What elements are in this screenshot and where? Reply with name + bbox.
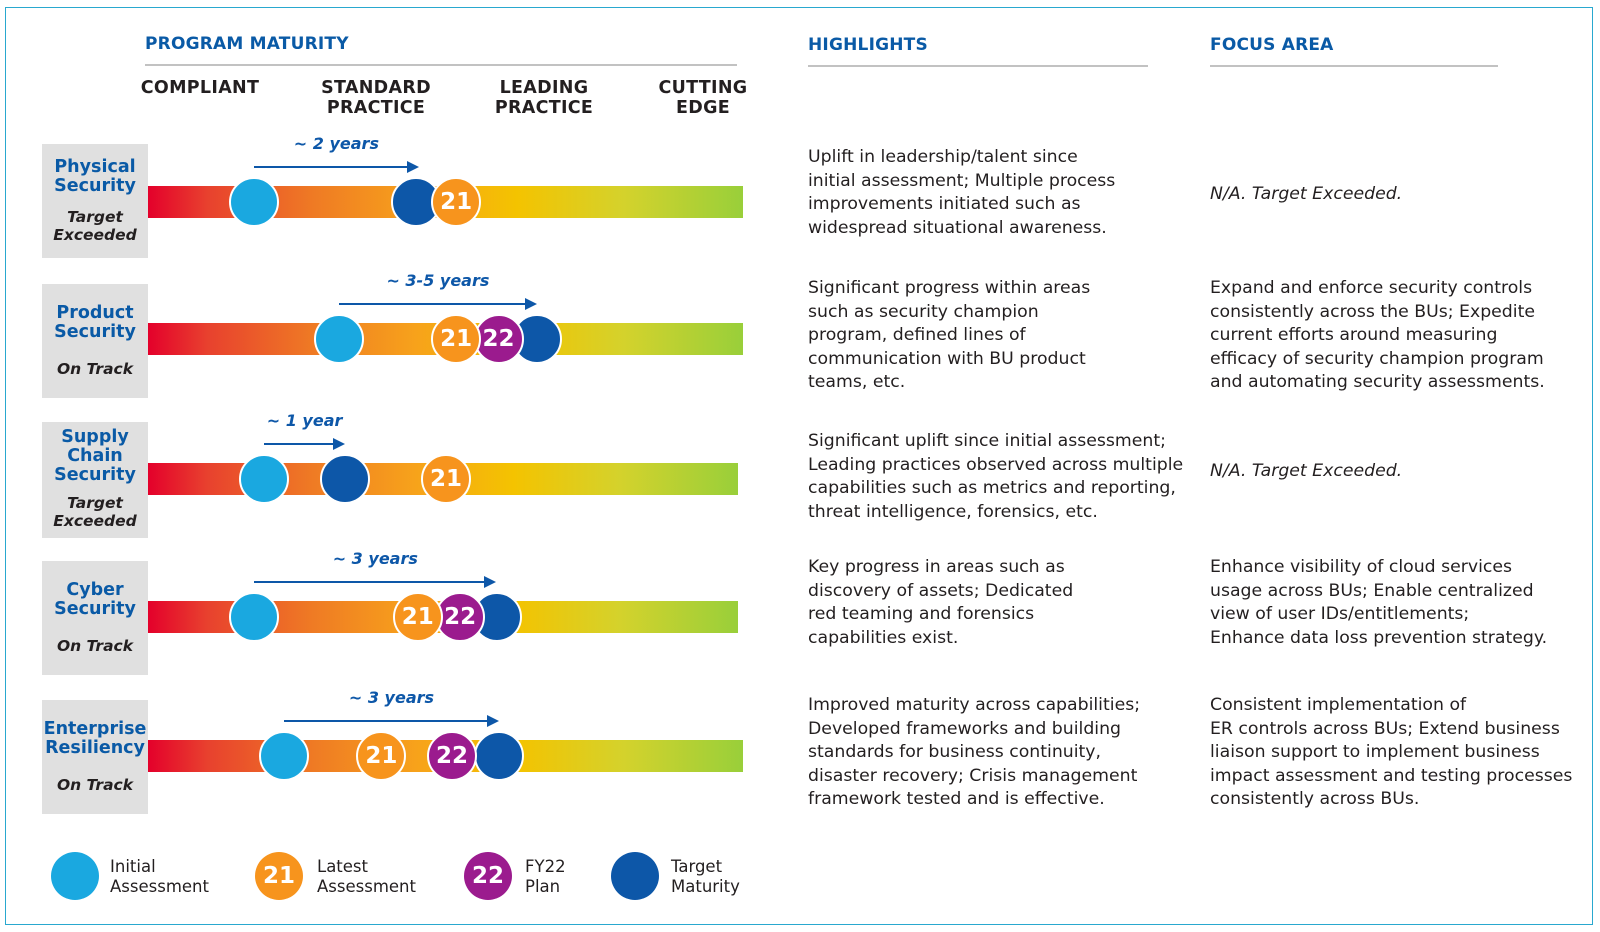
legend-initial-marker: [51, 852, 99, 900]
program-status: Target Exceeded: [53, 208, 137, 244]
program-label: Supply Chain Security Target Exceeded: [42, 422, 148, 538]
timeline-label: ~ 2 years: [293, 134, 379, 153]
arrow-head-icon: [486, 715, 499, 727]
program-name: Product Security: [54, 303, 136, 342]
legend-plan-label: FY22 Plan: [525, 857, 566, 896]
program-label: Physical Security Target Exceeded: [42, 144, 148, 258]
program-status: On Track: [56, 360, 134, 378]
program-label: Product Security On Track: [42, 284, 148, 398]
program-name: Cyber Security: [54, 580, 136, 619]
focus-area-rule: [1210, 65, 1498, 67]
level-standard-practice: STANDARD PRACTICE: [321, 78, 431, 118]
highlights-text: Significant uplift since initial assessm…: [808, 431, 1184, 522]
program-status: On Track: [56, 776, 134, 794]
arrow-head-icon: [406, 161, 419, 173]
legend-latest-label: Latest Assessment: [317, 857, 416, 896]
timeline-arrow: [284, 714, 499, 728]
fy22-plan-marker: 22: [427, 731, 478, 781]
initial-assessment-marker: [229, 177, 280, 227]
legend-initial-label: Initial Assessment: [110, 857, 209, 896]
initial-assessment-marker: [239, 454, 290, 504]
arrow-head-icon: [524, 298, 537, 310]
latest-assessment-marker: 21: [431, 177, 482, 227]
focus-area-header: FOCUS AREA: [1210, 35, 1334, 55]
arrow-head-icon: [484, 576, 497, 588]
highlights-text: Significant progress within areas such as…: [808, 278, 1091, 392]
focus-area-text: N/A. Target Exceeded.: [1210, 184, 1403, 204]
focus-area-text: Expand and enforce security controls cons…: [1210, 278, 1545, 392]
highlights-text: Key progress in areas such as discovery o…: [808, 557, 1074, 648]
initial-assessment-marker: [259, 731, 310, 781]
program-name: Supply Chain Security: [54, 427, 136, 485]
target-maturity-marker: [473, 731, 524, 781]
program-label: Cyber Security On Track: [42, 561, 148, 675]
latest-assessment-marker: 21: [392, 592, 443, 642]
focus-area-text: Enhance visibility of cloud services usag…: [1210, 557, 1548, 648]
program-name: Enterprise Resiliency: [43, 719, 147, 758]
initial-assessment-marker: [313, 314, 364, 364]
timeline-arrow: [254, 575, 497, 589]
timeline-label: ~ 3-5 years: [386, 271, 490, 290]
program-label: Enterprise Resiliency On Track: [42, 700, 148, 814]
focus-area-text: Consistent implementation of ER controls …: [1210, 695, 1573, 809]
legend-plan-marker: 22: [464, 852, 512, 900]
level-leading-practice: LEADING PRACTICE: [494, 78, 594, 118]
target-maturity-marker: [320, 454, 370, 504]
legend-latest-marker: 21: [255, 852, 303, 900]
initial-assessment-marker: [229, 592, 280, 642]
program-maturity-header: PROGRAM MATURITY: [145, 34, 349, 54]
legend-target-label: Target Maturity: [671, 857, 740, 896]
latest-assessment-marker: 21: [356, 731, 407, 781]
timeline-arrow: [264, 437, 345, 451]
level-cutting-edge: CUTTING EDGE: [658, 78, 748, 118]
highlights-text: Uplift in leadership/talent since initial…: [808, 147, 1116, 238]
focus-area-text: N/A. Target Exceeded.: [1210, 461, 1403, 481]
timeline-arrow: [338, 297, 537, 311]
timeline-arrow: [254, 160, 419, 174]
program-name: Physical Security: [54, 157, 136, 196]
frame-border: [5, 7, 1593, 925]
fy22-plan-marker: 22: [435, 592, 486, 642]
latest-assessment-marker: 21: [421, 454, 471, 504]
timeline-label: ~ 1 year: [266, 411, 343, 430]
highlights-text: Improved maturity across capabilities; De…: [808, 695, 1141, 809]
highlights-header: HIGHLIGHTS: [808, 35, 928, 55]
legend-target-marker: [611, 852, 659, 900]
fy22-plan-marker: 22: [473, 314, 524, 364]
program-maturity-rule: [145, 64, 737, 66]
arrow-head-icon: [332, 438, 345, 450]
timeline-label: ~ 3 years: [348, 688, 435, 707]
level-compliant: COMPLIANT: [140, 78, 260, 98]
highlights-rule: [808, 65, 1148, 67]
latest-assessment-marker: 21: [431, 314, 482, 364]
program-status: Target Exceeded: [53, 494, 137, 530]
program-status: On Track: [56, 637, 134, 655]
timeline-label: ~ 3 years: [332, 549, 418, 568]
